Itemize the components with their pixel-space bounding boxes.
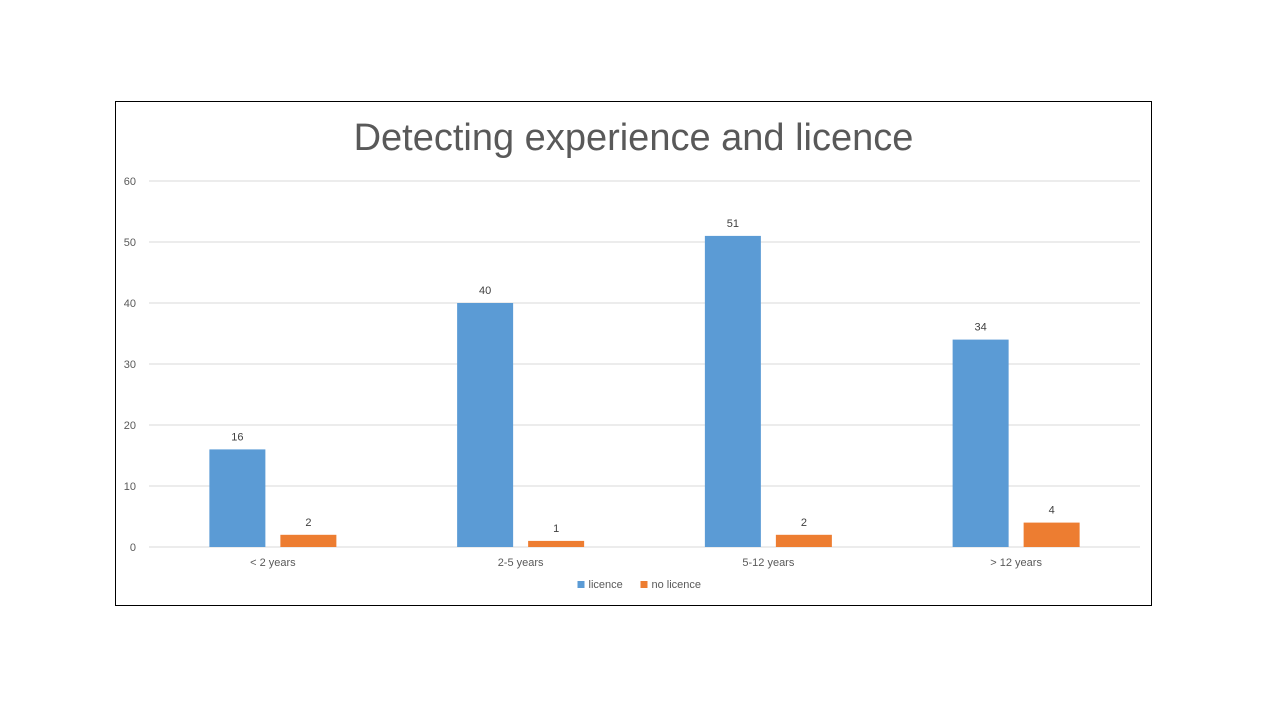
bar-no-licence: [775, 534, 832, 547]
data-label: 34: [975, 322, 987, 334]
x-tick-label: 2-5 years: [498, 557, 544, 569]
chart-title: Detecting experience and licence: [353, 117, 914, 159]
y-tick-label: 0: [130, 542, 136, 554]
y-tick-label: 60: [124, 176, 136, 188]
legend-swatch: [577, 581, 585, 588]
y-tick-label: 30: [124, 359, 136, 371]
bar-no-licence: [280, 534, 337, 547]
data-label: 2: [801, 517, 807, 529]
legend-label: licence: [589, 579, 623, 591]
data-label: 1: [553, 523, 559, 535]
data-label: 2: [305, 517, 311, 529]
bar-chart: 0 10 20 30 40 50 60 16 2 < 2 years 40 1 2-5 years 51 2…: [124, 176, 1140, 591]
x-tick-label: < 2 years: [250, 557, 296, 569]
legend-swatch: [640, 581, 648, 588]
y-tick-label: 10: [124, 481, 136, 493]
data-label: 16: [231, 431, 243, 443]
bar-licence: [704, 235, 761, 547]
x-tick-label: 5-12 years: [742, 557, 794, 569]
x-tick-label: > 12 years: [990, 557, 1042, 569]
data-label: 51: [727, 218, 739, 230]
y-tick-label: 40: [124, 298, 136, 310]
legend-label: no licence: [652, 579, 702, 591]
y-tick-label: 20: [124, 420, 136, 432]
bar-licence: [457, 303, 514, 547]
bar-no-licence: [528, 540, 585, 547]
y-tick-label: 50: [124, 237, 136, 249]
data-label: 4: [1049, 505, 1055, 517]
chart-frame: Detecting experience and licence 0 10 20 30…: [115, 101, 1152, 606]
bar-licence: [209, 449, 266, 547]
data-label: 40: [479, 285, 491, 297]
bar-licence: [952, 339, 1009, 547]
bar-no-licence: [1023, 522, 1080, 547]
